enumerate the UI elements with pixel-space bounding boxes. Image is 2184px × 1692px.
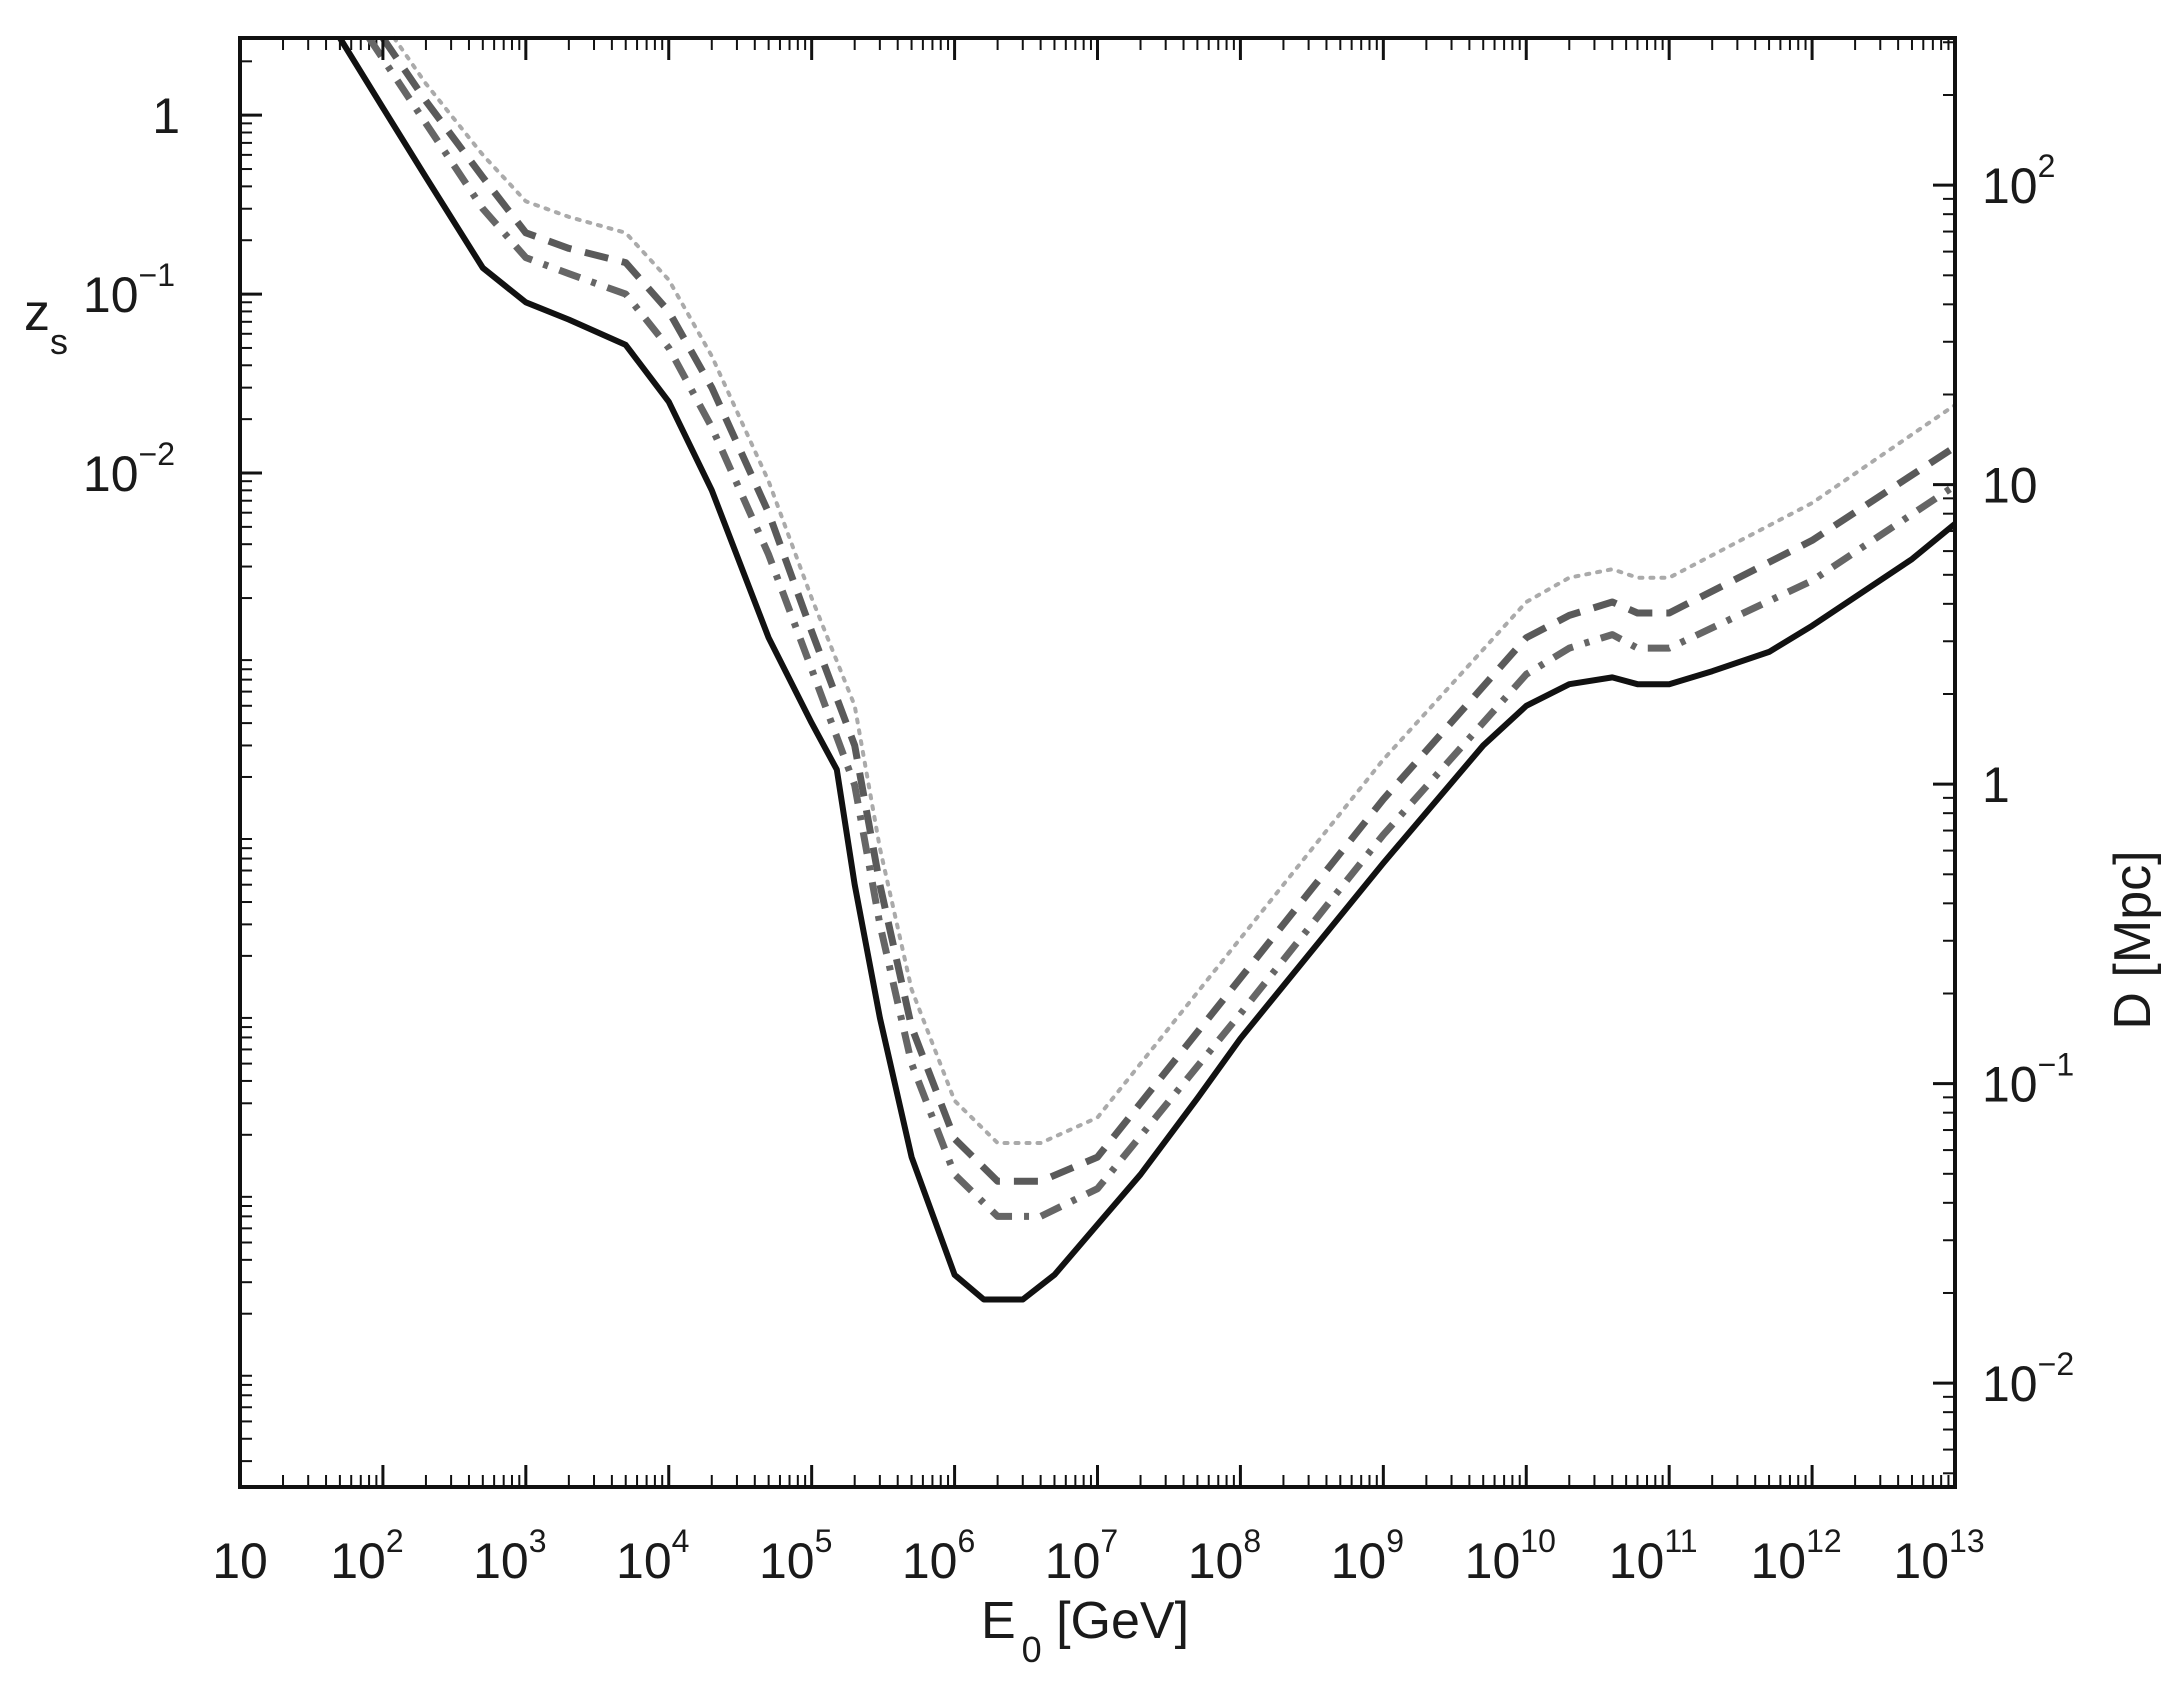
y-right-tick-label: 10−1: [1982, 1047, 2074, 1113]
x-tick-label: 10: [212, 1533, 268, 1589]
series-line-dashdot: [366, 36, 1957, 1220]
y-left-tick-label: 1: [152, 88, 180, 144]
x-axis-ticks: 10 102 103 104 105 106 107 108 109 1010 1011 1012 10…: [212, 38, 1985, 1589]
x-tick-label: 106: [902, 1523, 975, 1589]
x-tick-label: 105: [759, 1523, 832, 1589]
y-left-tick-label: 10−1: [83, 257, 175, 323]
x-tick-label: 108: [1188, 1523, 1261, 1589]
y-right-axis-title: D [Mpc]: [2104, 850, 2162, 1029]
plot-frame: [238, 36, 1957, 1489]
x-tick-label: 107: [1045, 1523, 1118, 1589]
series-line-solid: [337, 36, 1957, 1303]
x-tick-label: 1011: [1609, 1523, 1698, 1589]
y-left-axis-ticks: 1 10−1 10−2: [83, 88, 262, 502]
y-right-tick-label: 102: [1982, 148, 2055, 214]
series-layer: [337, 36, 1957, 1303]
y-right-tick-label: 10−2: [1982, 1346, 2074, 1412]
y-left-tick-label: 10−2: [83, 436, 175, 502]
y-left-axis-title-main: z: [24, 284, 50, 342]
x-tick-label: 109: [1331, 1523, 1404, 1589]
y-left-axis-title: zs: [24, 284, 68, 362]
x-axis-title-unit: [GeV]: [1042, 1592, 1189, 1650]
series-line-dotted: [392, 36, 1957, 1145]
y-right-tick-label: 1: [1982, 757, 2010, 813]
x-tick-label: 1012: [1750, 1523, 1841, 1589]
x-tick-label: 102: [330, 1523, 403, 1589]
y-right-tick-label: 10: [1982, 458, 2038, 514]
y-left-axis-title-sub: s: [50, 321, 68, 362]
series-line-dashed: [380, 36, 1957, 1185]
x-tick-label: 1013: [1893, 1523, 1984, 1589]
x-axis-title-main: E: [981, 1592, 1016, 1650]
minor-ticks: [240, 38, 1955, 1487]
x-axis-title-sub: 0: [1022, 1629, 1042, 1670]
x-tick-label: 103: [473, 1523, 546, 1589]
x-tick-label: 1010: [1465, 1523, 1556, 1589]
y-right-axis-ticks: 102 10 1 10−1 10−2: [1933, 148, 2074, 1412]
x-tick-label: 104: [616, 1523, 689, 1589]
